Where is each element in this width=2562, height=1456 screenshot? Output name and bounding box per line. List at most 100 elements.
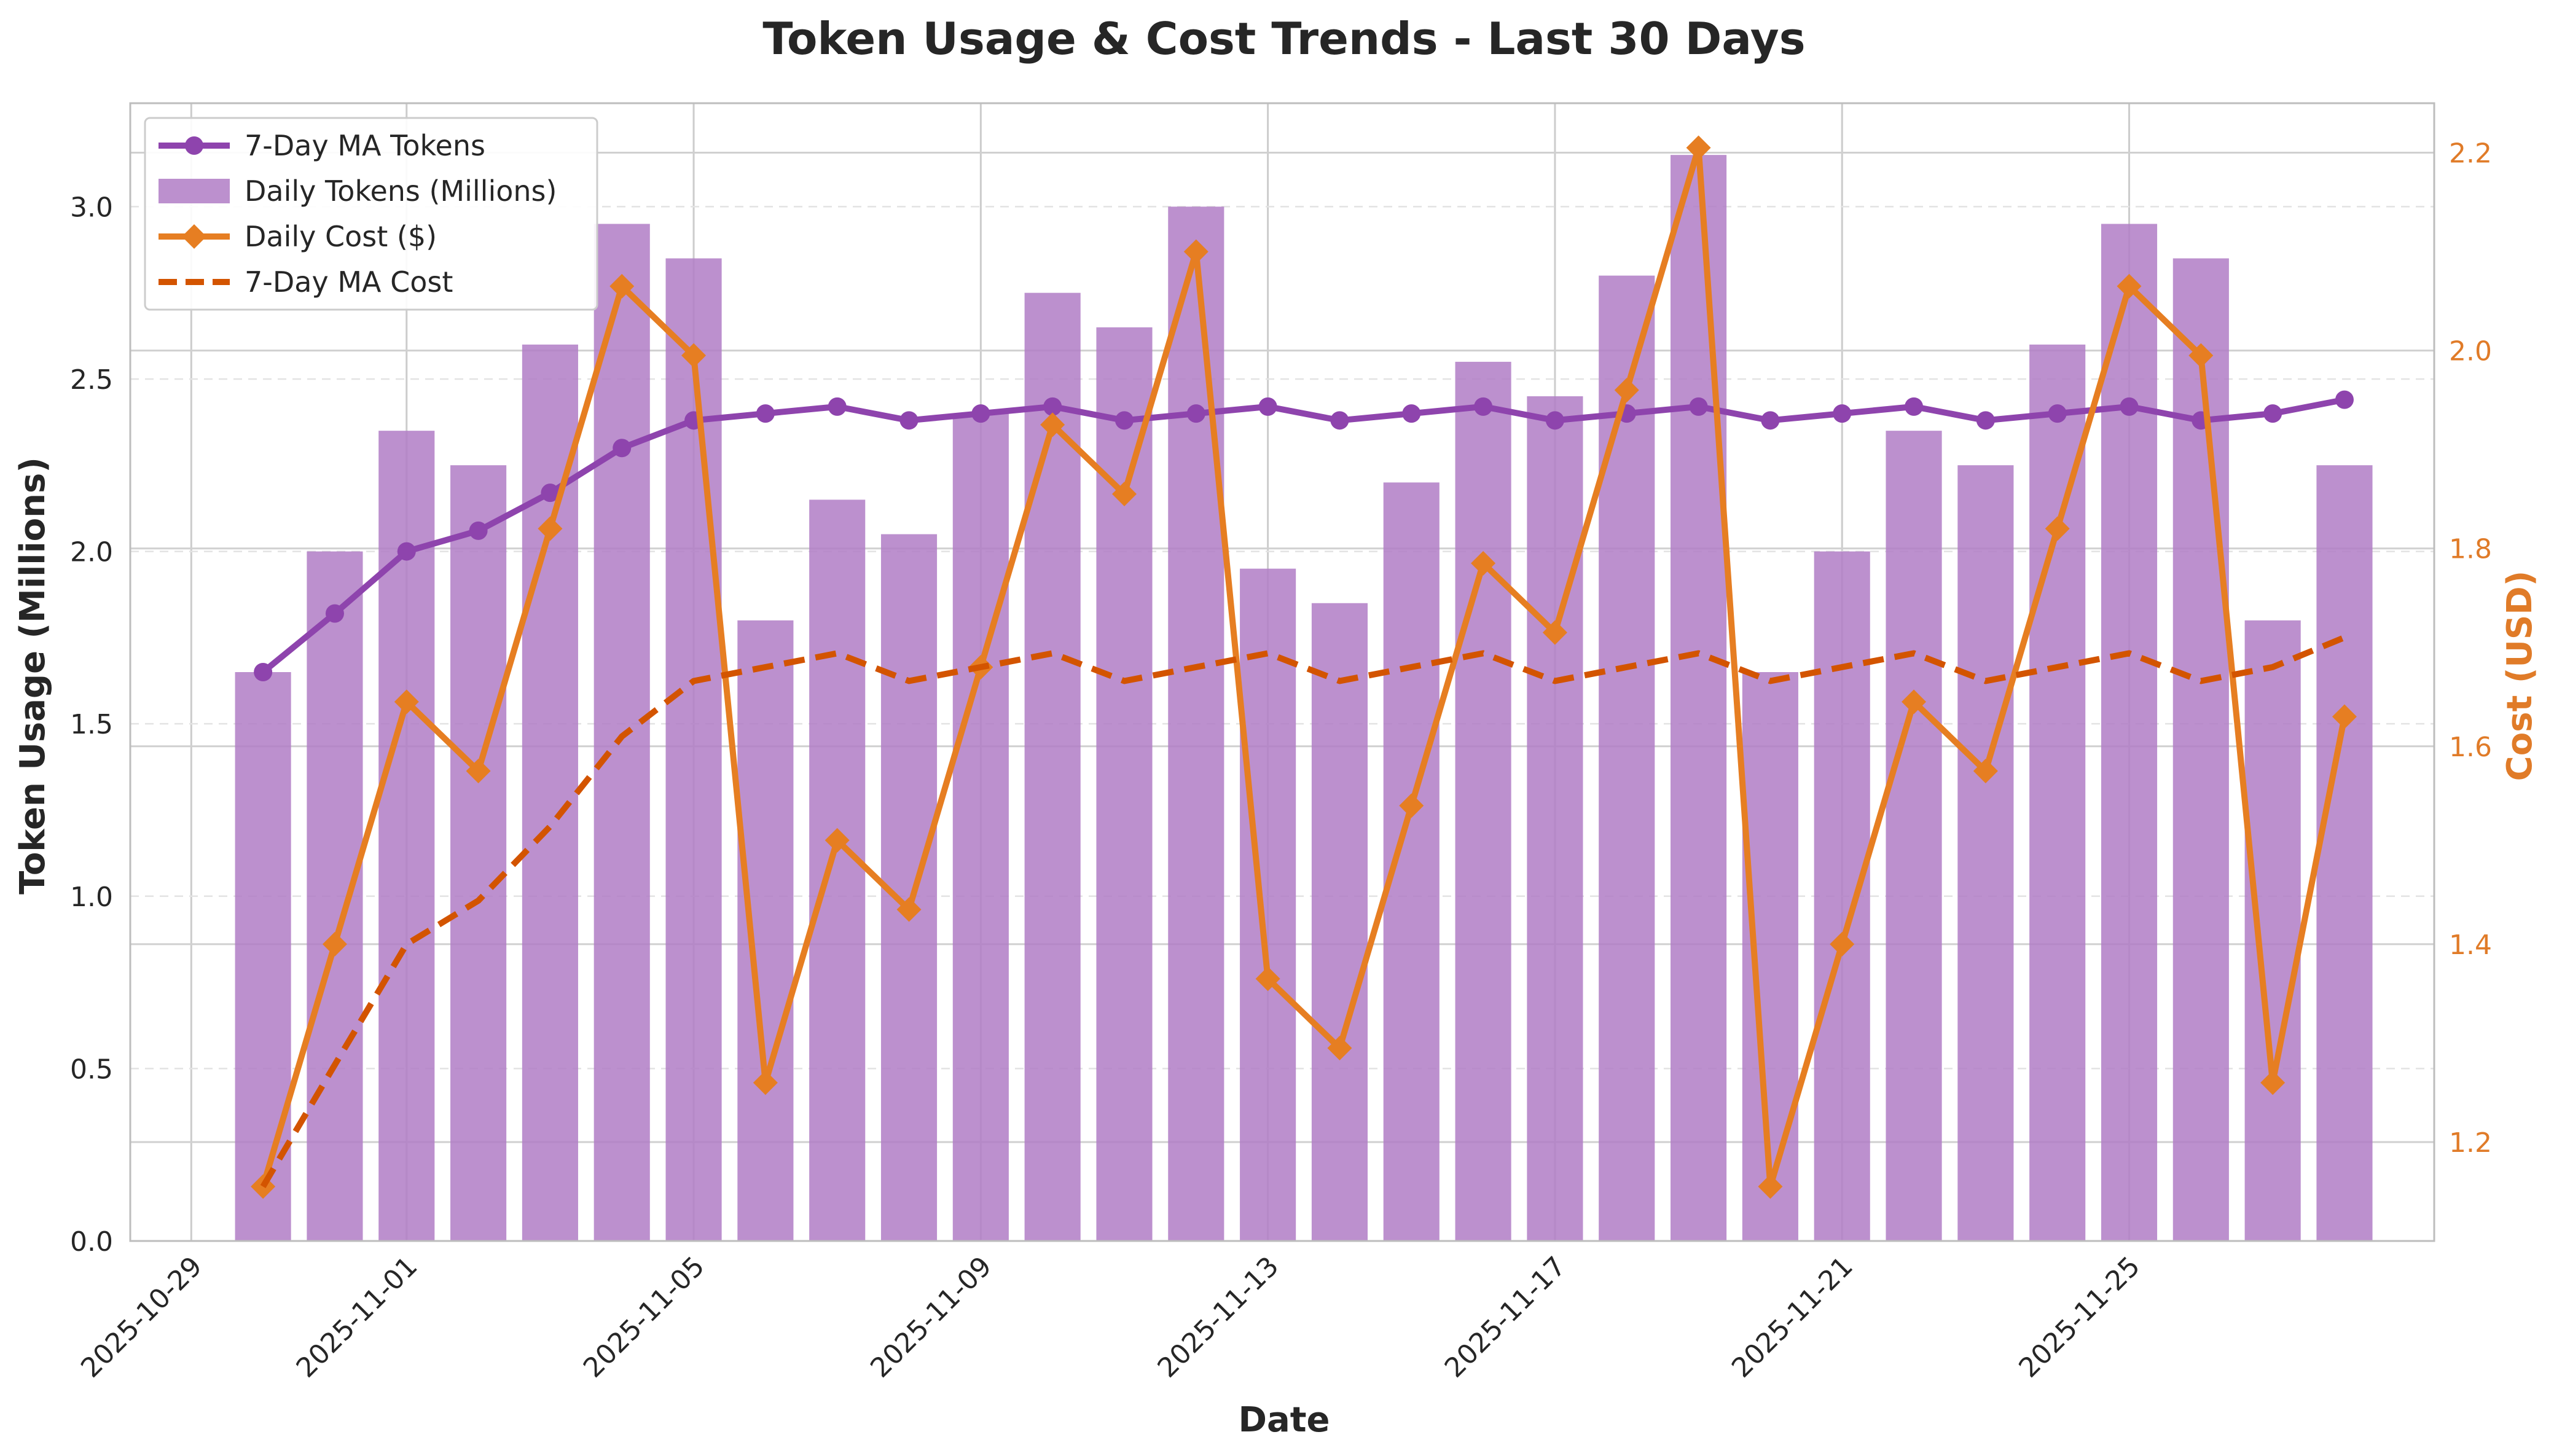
token-bar: [1527, 396, 1583, 1241]
token-bar: [1886, 431, 1942, 1241]
token-bar: [2316, 465, 2373, 1241]
y-tick-label-left: 0.5: [70, 1054, 113, 1085]
daily-cost-point: [1686, 135, 1711, 160]
token-bar: [593, 224, 650, 1241]
token-bar: [665, 258, 722, 1242]
daily-cost-point: [1758, 1174, 1783, 1199]
ma-tokens-point: [2048, 404, 2067, 423]
ma-tokens-point: [1402, 404, 1421, 423]
legend-label: Daily Tokens (Millions): [245, 174, 557, 208]
y-tick-label-left: 2.0: [70, 537, 113, 568]
token-bar: [2172, 258, 2229, 1242]
y-tick-label-right: 1.6: [2449, 732, 2492, 763]
daily-cost-point: [2188, 343, 2214, 368]
y-tick-label-right: 1.4: [2449, 930, 2492, 961]
token-bar: [1957, 465, 2014, 1241]
legend-label: 7-Day MA Tokens: [245, 129, 485, 162]
daily-cost-point: [2260, 1070, 2286, 1095]
legend: 7-Day MA Tokens Daily Tokens (Millions) Da…: [144, 117, 598, 311]
daily-cost-line: [260, 144, 2348, 1190]
legend-swatch-bar: [159, 179, 230, 203]
daily-cost-point: [896, 897, 922, 922]
chart-title: Token Usage & Cost Trends - Last 30 Days: [762, 13, 1805, 65]
token-bar: [1311, 603, 1368, 1241]
plot-frame: [129, 102, 2435, 1242]
token-bar: [450, 465, 507, 1241]
legend-label: Daily Cost ($): [245, 220, 437, 253]
y-tick-label-left: 2.5: [70, 364, 113, 396]
daily-cost-point: [1830, 931, 1855, 957]
token-bar: [1455, 361, 1511, 1241]
daily-cost-point: [681, 343, 707, 368]
token-bar: [1024, 292, 1081, 1242]
daily-cost-point: [1614, 378, 1639, 403]
token-bar: [307, 551, 363, 1242]
daily-cost-point: [753, 1070, 778, 1095]
token-bar: [1671, 155, 1727, 1241]
daily-cost-point: [322, 931, 347, 957]
y-axis-title-right: Cost (USD): [2500, 571, 2540, 781]
y-tick-label-right: 2.0: [2449, 336, 2492, 367]
token-bar: [1814, 551, 1870, 1242]
ma-tokens-point: [541, 483, 560, 503]
ma-tokens-point: [971, 404, 990, 423]
y-tick-label-left: 1.0: [70, 882, 113, 913]
ma-tokens-point: [469, 521, 488, 540]
daily-cost-point: [1973, 759, 1998, 784]
token-bar: [737, 620, 794, 1241]
daily-cost-point: [609, 273, 635, 299]
daily-cost-point: [1542, 620, 1567, 645]
ma-tokens-point: [1976, 411, 1995, 430]
daily-cost-point: [1327, 1035, 1352, 1060]
ma-tokens-point: [1258, 397, 1277, 416]
ma-tokens-line: [260, 396, 2348, 675]
ma-tokens-point: [254, 663, 273, 681]
x-axis-title: Date: [1238, 1400, 1330, 1440]
ma-tokens-point: [397, 542, 416, 561]
ma-tokens-point: [1474, 397, 1493, 416]
ma-tokens-point: [899, 411, 919, 430]
daily-cost-point: [2332, 704, 2357, 729]
token-bar: [2101, 224, 2158, 1241]
legend-marker: [182, 224, 206, 249]
daily-cost-point: [1255, 966, 1280, 992]
token-bar: [1599, 275, 1655, 1241]
daily-cost-point: [825, 828, 850, 853]
y-tick-label-left: 3.0: [70, 192, 113, 223]
ma-cost-line: [260, 634, 2346, 1188]
y-axis-title-left: Token Usage (Millions): [13, 457, 53, 894]
ma-tokens-point: [613, 439, 632, 458]
ma-tokens-point: [325, 604, 344, 623]
ma-tokens-point: [1043, 397, 1062, 416]
daily-cost-point: [1471, 550, 1496, 576]
daily-cost-point: [1902, 689, 1927, 714]
ma-tokens-point: [756, 404, 775, 423]
daily-cost-point: [538, 516, 563, 541]
daily-cost-point: [2117, 273, 2142, 299]
token-bar: [1240, 568, 1296, 1241]
y-tick-label-right: 1.2: [2449, 1127, 2492, 1159]
ma-tokens-point: [1545, 411, 1564, 430]
daily-cost-point: [466, 759, 491, 784]
ma-tokens-point: [1689, 397, 1708, 416]
ma-tokens-point: [1115, 411, 1134, 430]
ma-tokens-point: [2335, 390, 2354, 409]
token-bar: [2244, 620, 2301, 1241]
daily-cost-point: [1111, 482, 1137, 507]
y-tick-label-right: 2.2: [2449, 138, 2492, 170]
ma-tokens-point: [1330, 411, 1349, 430]
daily-cost-point: [2045, 516, 2070, 541]
legend-label: 7-Day MA Cost: [245, 265, 453, 299]
y-tick-label-left: 0.0: [70, 1226, 113, 1258]
token-bar: [235, 672, 291, 1241]
ma-tokens-point: [2263, 404, 2282, 423]
legend-box: [144, 117, 598, 311]
daily-cost-point: [1183, 239, 1209, 264]
token-bar: [809, 499, 866, 1241]
ma-tokens-point: [828, 397, 847, 416]
ma-tokens-point: [2120, 397, 2139, 416]
daily-cost-point: [394, 689, 419, 714]
y-tick-label-left: 1.5: [70, 709, 113, 740]
